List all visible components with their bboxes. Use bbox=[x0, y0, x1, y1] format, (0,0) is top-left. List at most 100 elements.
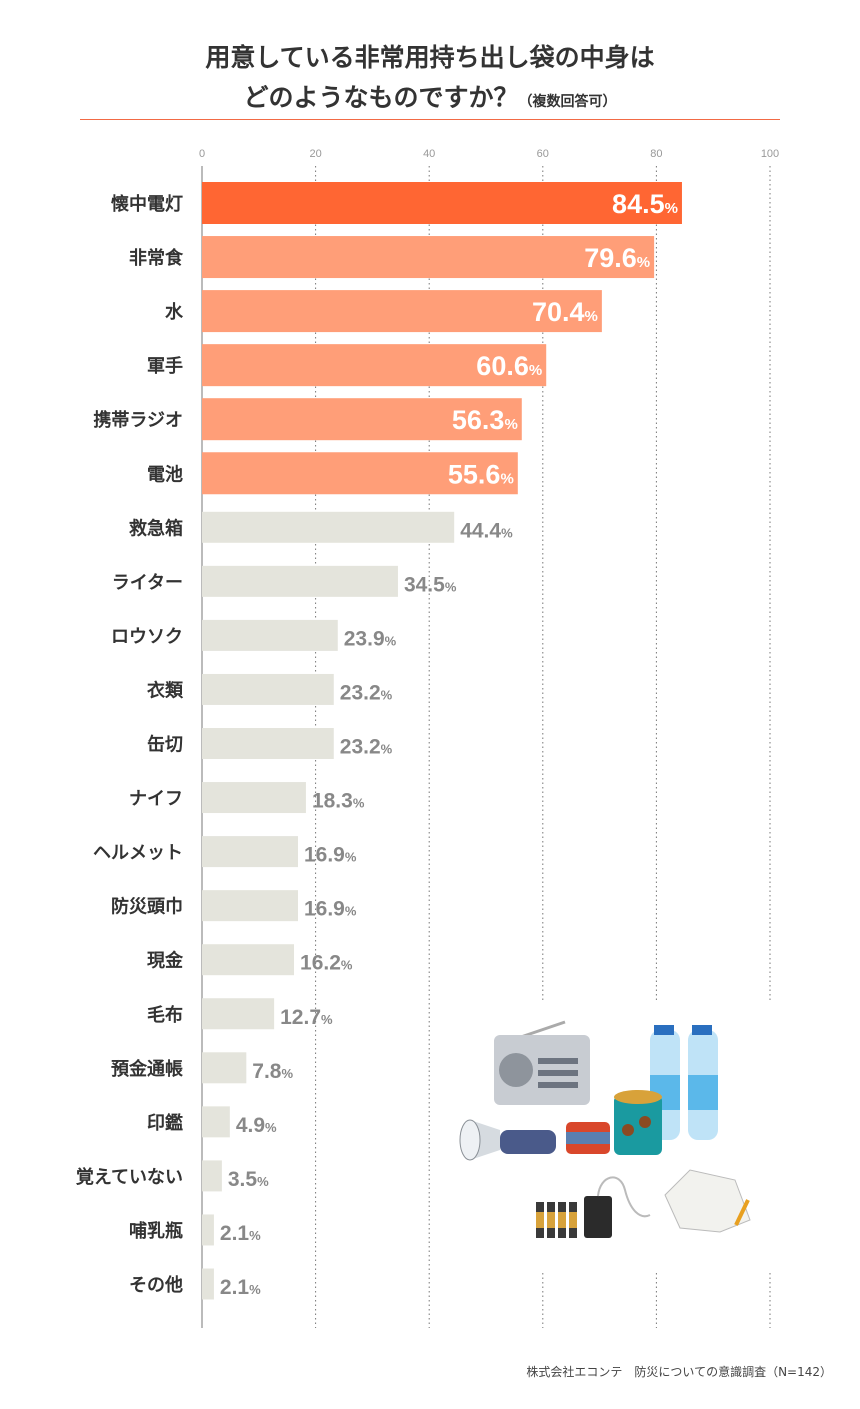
bar-row: 電池 55.6% bbox=[147, 452, 518, 495]
category-label: ライター bbox=[112, 572, 183, 593]
percent-sign: % bbox=[637, 254, 650, 271]
bar bbox=[202, 452, 518, 495]
bar-row: 毛布 12.7% bbox=[147, 998, 333, 1030]
category-label: その他 bbox=[129, 1274, 183, 1296]
percent-sign: % bbox=[381, 742, 393, 757]
bar bbox=[202, 565, 398, 597]
percent-sign: % bbox=[321, 1012, 333, 1027]
value-label: 18.3% bbox=[312, 790, 365, 813]
category-label: 印鑑 bbox=[147, 1112, 183, 1134]
category-label: 非常食 bbox=[129, 247, 184, 269]
bar-row: ナイフ 18.3% bbox=[129, 782, 365, 814]
chart-title-line1: 用意している非常用持ち出し袋の中身は bbox=[205, 43, 655, 72]
x-tick-label: 40 bbox=[423, 148, 435, 160]
category-label: 懐中電灯 bbox=[111, 193, 183, 215]
bar-row: 軍手 60.6% bbox=[147, 344, 547, 387]
category-label: 衣類 bbox=[147, 679, 184, 701]
category-label: 覚えていない bbox=[76, 1166, 183, 1188]
bar-row: その他 2.1% bbox=[129, 1268, 261, 1300]
value-label: 44.4% bbox=[460, 519, 513, 542]
bar-row: 水 70.4% bbox=[165, 290, 602, 333]
value-label: 16.9% bbox=[304, 844, 357, 867]
percent-sign: % bbox=[529, 362, 542, 379]
value-label: 16.2% bbox=[300, 952, 353, 975]
bar bbox=[202, 182, 682, 224]
value-label: 23.2% bbox=[340, 736, 393, 759]
category-label: 毛布 bbox=[147, 1004, 183, 1026]
x-tick-label: 80 bbox=[650, 148, 662, 160]
bar-row: 印鑑 4.9% bbox=[147, 1106, 277, 1138]
percent-sign: % bbox=[665, 200, 678, 217]
category-label: 現金 bbox=[147, 950, 184, 972]
bar bbox=[202, 1106, 230, 1138]
bar-row: ライター 34.5% bbox=[112, 565, 457, 597]
bar-row: 衣類 23.2% bbox=[147, 673, 393, 705]
value-label: 7.8% bbox=[252, 1060, 293, 1083]
percent-sign: % bbox=[585, 308, 598, 325]
percent-sign: % bbox=[249, 1282, 261, 1297]
x-tick-label: 0 bbox=[199, 148, 205, 160]
bar bbox=[202, 511, 455, 543]
bar bbox=[202, 1052, 247, 1084]
value-label: 2.1% bbox=[220, 1222, 261, 1245]
percent-sign: % bbox=[265, 1120, 277, 1135]
x-tick-label: 60 bbox=[537, 148, 549, 160]
bar-row: 預金通帳 7.8% bbox=[111, 1052, 294, 1084]
percent-sign: % bbox=[353, 796, 365, 811]
bar bbox=[202, 290, 602, 333]
bar bbox=[202, 344, 547, 387]
percent-sign: % bbox=[385, 633, 397, 648]
percent-sign: % bbox=[504, 416, 517, 433]
bar bbox=[202, 1268, 214, 1300]
bar bbox=[202, 236, 655, 279]
x-tick-label: 20 bbox=[309, 148, 321, 160]
bar-row: 非常食 79.6% bbox=[129, 236, 655, 279]
category-label: 防災頭巾 bbox=[111, 896, 183, 918]
category-label: ヘルメット bbox=[93, 843, 183, 864]
bar-row: 覚えていない 3.5% bbox=[76, 1160, 269, 1192]
value-label: 16.9% bbox=[304, 898, 357, 921]
bar bbox=[202, 944, 295, 976]
bar bbox=[202, 673, 334, 705]
value-label: 23.2% bbox=[340, 681, 393, 704]
category-label: 預金通帳 bbox=[111, 1058, 183, 1080]
bar-row: 缶切 23.2% bbox=[147, 728, 393, 759]
category-label: 携帯ラジオ bbox=[93, 409, 183, 431]
category-label: 水 bbox=[165, 301, 184, 323]
emergency-items-illustration bbox=[459, 1000, 790, 1270]
category-label: 軍手 bbox=[147, 355, 183, 377]
percent-sign: % bbox=[381, 687, 393, 702]
category-label: 電池 bbox=[147, 463, 183, 485]
chart-title-main: どのようなものですか？ bbox=[243, 83, 519, 112]
percent-sign: % bbox=[501, 525, 513, 540]
bar bbox=[202, 836, 298, 868]
value-label: 3.5% bbox=[228, 1168, 269, 1191]
category-label: 救急箱 bbox=[129, 517, 183, 539]
value-label: 12.7% bbox=[280, 1006, 333, 1029]
bar-row: 懐中電灯 84.5% bbox=[111, 182, 682, 224]
title-divider bbox=[80, 119, 780, 120]
percent-sign: % bbox=[345, 904, 357, 919]
chart-title-note: （複数回答可） bbox=[518, 94, 617, 110]
bar bbox=[202, 890, 298, 922]
category-label: 缶切 bbox=[147, 734, 183, 756]
bar bbox=[202, 619, 338, 651]
percent-sign: % bbox=[249, 1228, 261, 1243]
value-label: 2.1% bbox=[220, 1276, 261, 1299]
bar-row: 哺乳瓶 2.1% bbox=[129, 1214, 261, 1246]
bar bbox=[202, 782, 306, 814]
chart-title-line2: どのようなものですか？（複数回答可） bbox=[0, 78, 860, 114]
percent-sign: % bbox=[500, 470, 513, 487]
bar bbox=[202, 728, 334, 759]
bar bbox=[202, 998, 275, 1030]
value-label: 34.5% bbox=[404, 573, 457, 596]
bar bbox=[202, 1214, 214, 1246]
source-footer: 株式会社エコンテ 防災についての意識調査（N=142） bbox=[526, 1365, 832, 1379]
value-label: 23.9% bbox=[344, 627, 397, 650]
percent-sign: % bbox=[341, 958, 353, 973]
value-label: 4.9% bbox=[236, 1114, 277, 1137]
bar-row: ヘルメット 16.9% bbox=[93, 836, 357, 868]
percent-sign: % bbox=[345, 850, 357, 865]
bar bbox=[202, 1160, 222, 1192]
